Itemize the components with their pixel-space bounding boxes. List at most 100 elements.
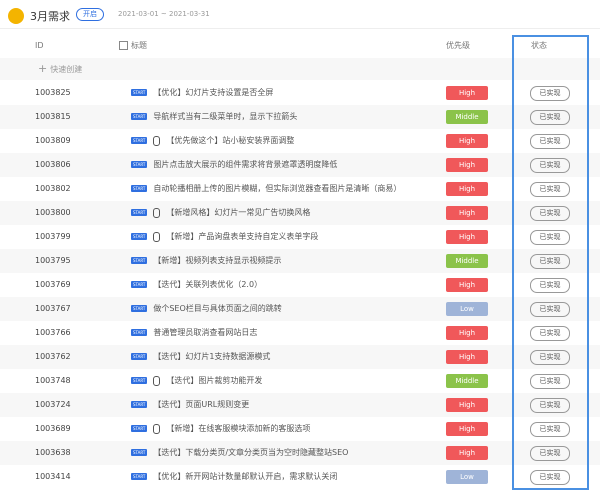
- row-title[interactable]: 图片点击放大展示的组件需求将背景遮罩透明度降低: [153, 160, 338, 169]
- status-badge[interactable]: 已实现: [530, 158, 570, 173]
- status-badge[interactable]: 已实现: [530, 86, 570, 101]
- row-title[interactable]: 【优先做这个】站小秘安装界面调整: [166, 136, 295, 145]
- row-id: 1003795: [35, 256, 71, 265]
- priority-badge: High: [446, 182, 488, 196]
- start-tag: START: [131, 89, 148, 96]
- status-badge[interactable]: 已实现: [530, 374, 570, 389]
- priority-badge: High: [446, 86, 488, 100]
- row-title[interactable]: 【迭代】幻灯片1支持数据源模式: [153, 352, 271, 361]
- table-row[interactable]: 1003825 START 【优化】幻灯片支持设置是否全屏 High 已实现: [0, 81, 600, 105]
- date-range: 2021-03-01 ~ 2021-03-31: [118, 10, 210, 18]
- priority-badge: High: [446, 278, 488, 292]
- start-tag: START: [131, 257, 148, 264]
- status-badge[interactable]: 已实现: [530, 350, 570, 365]
- status-badge[interactable]: 已实现: [530, 110, 570, 125]
- start-tag: START: [131, 233, 148, 240]
- table-row[interactable]: 1003815 START 导航样式当有二级菜单时，显示下拉箭头 Middle 已实现: [0, 105, 600, 129]
- row-title[interactable]: 自动轮播相册上传的图片模糊，但实际浏览器查看图片是清晰（商易）: [153, 184, 402, 193]
- table-row[interactable]: 1003638 START 【迭代】下载分类页/文章分类页当为空时隐藏整站SEO Hi…: [0, 441, 600, 465]
- priority-badge: High: [446, 158, 488, 172]
- table-row[interactable]: 1003767 START 做个SEO栏目与具体页面之间的跳转 Low 已实现: [0, 297, 600, 321]
- attachment-icon: [153, 375, 161, 386]
- status-badge[interactable]: 已实现: [530, 398, 570, 413]
- quick-create-label[interactable]: + 快速创建: [38, 62, 83, 75]
- status-badge[interactable]: 已实现: [530, 470, 570, 485]
- status-badge[interactable]: 已实现: [530, 446, 570, 461]
- status-badge[interactable]: 已实现: [530, 278, 570, 293]
- status-badge[interactable]: 已实现: [530, 230, 570, 245]
- row-title[interactable]: 【优化】幻灯片支持设置是否全屏: [153, 88, 274, 97]
- status-badge[interactable]: 已实现: [530, 302, 570, 317]
- table-row[interactable]: 1003769 START 【迭代】关联列表优化（2.0） High 已实现: [0, 273, 600, 297]
- start-tag: START: [131, 305, 148, 312]
- row-title-cell: START 【迭代】下载分类页/文章分类页当为空时隐藏整站SEO: [131, 441, 348, 465]
- row-id: 1003800: [35, 208, 71, 217]
- attachment-icon: [153, 423, 161, 434]
- quick-create-text[interactable]: 快速创建: [50, 65, 83, 74]
- column-label: ID: [35, 41, 44, 50]
- attachment-icon: [153, 135, 161, 146]
- table-row[interactable]: 1003809 START 【优先做这个】站小秘安装界面调整 High 已实现: [0, 129, 600, 153]
- row-title-cell: START 【新增】在线客服模块添加新的客服选项: [131, 417, 310, 441]
- table-row[interactable]: 1003806 START 图片点击放大展示的组件需求将背景遮罩透明度降低 High 已…: [0, 153, 600, 177]
- table-row[interactable]: 1003762 START 【迭代】幻灯片1支持数据源模式 High 已实现: [0, 345, 600, 369]
- start-tag: START: [131, 377, 148, 384]
- row-id: 1003806: [35, 160, 71, 169]
- row-id: 1003748: [35, 376, 71, 385]
- row-title[interactable]: 【优化】新开网站计数量邮默认开启，需求默认关闭: [153, 472, 338, 481]
- row-title[interactable]: 【新增】视频列表支持显示视频提示: [153, 256, 282, 265]
- row-id: 1003825: [35, 88, 71, 97]
- status-badge[interactable]: 已实现: [530, 134, 570, 149]
- priority-badge: Low: [446, 470, 488, 484]
- table-row[interactable]: 1003689 START 【新增】在线客服模块添加新的客服选项 High 已实现: [0, 417, 600, 441]
- row-id: 1003689: [35, 424, 71, 433]
- status-badge[interactable]: 已实现: [530, 206, 570, 221]
- status-badge[interactable]: 已实现: [530, 326, 570, 341]
- table-row[interactable]: 1003802 START 自动轮播相册上传的图片模糊，但实际浏览器查看图片是清晰（…: [0, 177, 600, 201]
- start-tag: START: [131, 209, 148, 216]
- column-header: ID 标题 优先级 状态: [0, 34, 600, 58]
- table-row[interactable]: 1003799 START 【新增】产品询盘表单支持自定义表单字段 High 已实现: [0, 225, 600, 249]
- row-title-cell: START 【迭代】图片裁剪功能开发: [131, 369, 262, 393]
- row-title[interactable]: 【新增】在线客服模块添加新的客服选项: [166, 424, 311, 433]
- row-title[interactable]: 【新增风格】幻灯片一常见广告切换风格: [166, 208, 311, 217]
- row-title[interactable]: 【新增】产品询盘表单支持自定义表单字段: [166, 232, 319, 241]
- row-title[interactable]: 【迭代】关联列表优化（2.0）: [153, 280, 263, 289]
- row-id: 1003414: [35, 472, 71, 481]
- app-icon: [8, 8, 24, 24]
- start-tag: START: [131, 137, 148, 144]
- row-title[interactable]: 做个SEO栏目与具体页面之间的跳转: [153, 304, 282, 313]
- row-title[interactable]: 导航样式当有二级菜单时，显示下拉箭头: [153, 112, 298, 121]
- row-title[interactable]: 【迭代】图片裁剪功能开发: [166, 376, 263, 385]
- table-row[interactable]: 1003800 START 【新增风格】幻灯片一常见广告切换风格 High 已实现: [0, 201, 600, 225]
- table-row[interactable]: 1003795 START 【新增】视频列表支持显示视频提示 Middle 已实现: [0, 249, 600, 273]
- divider: [0, 28, 600, 29]
- row-id: 1003802: [35, 184, 71, 193]
- table-row[interactable]: 1003766 START 普通管理员取消查看网站日志 High 已实现: [0, 321, 600, 345]
- column-highlight: [512, 35, 589, 490]
- row-title[interactable]: 【迭代】下载分类页/文章分类页当为空时隐藏整站SEO: [153, 448, 349, 457]
- row-title[interactable]: 【迭代】页面URL规则变更: [153, 400, 250, 409]
- status-badge[interactable]: 已实现: [530, 254, 570, 269]
- checkbox[interactable]: [119, 41, 128, 50]
- quick-create[interactable]: + 快速创建: [0, 58, 600, 80]
- table-row[interactable]: 1003748 START 【迭代】图片裁剪功能开发 Middle 已实现: [0, 369, 600, 393]
- row-id: 1003799: [35, 232, 71, 241]
- row-id: 1003766: [35, 328, 71, 337]
- status-badge[interactable]: 已实现: [530, 182, 570, 197]
- priority-badge: High: [446, 134, 488, 148]
- row-title-cell: START 【新增风格】幻灯片一常见广告切换风格: [131, 201, 310, 225]
- attachment-icon: [153, 231, 161, 242]
- table-row[interactable]: 1003414 START 【优化】新开网站计数量邮默认开启，需求默认关闭 Low 已实…: [0, 465, 600, 489]
- row-title-cell: START 做个SEO栏目与具体页面之间的跳转: [131, 297, 282, 321]
- row-id: 1003769: [35, 280, 71, 289]
- table-row[interactable]: 1003724 START 【迭代】页面URL规则变更 High 已实现: [0, 393, 600, 417]
- column-label: 标题: [131, 41, 147, 50]
- status-badge[interactable]: 已实现: [530, 422, 570, 437]
- status-badge[interactable]: 开启: [76, 8, 104, 21]
- row-title[interactable]: 普通管理员取消查看网站日志: [153, 328, 258, 337]
- start-tag: START: [131, 353, 148, 360]
- row-id: 1003638: [35, 448, 71, 457]
- start-tag: START: [131, 329, 148, 336]
